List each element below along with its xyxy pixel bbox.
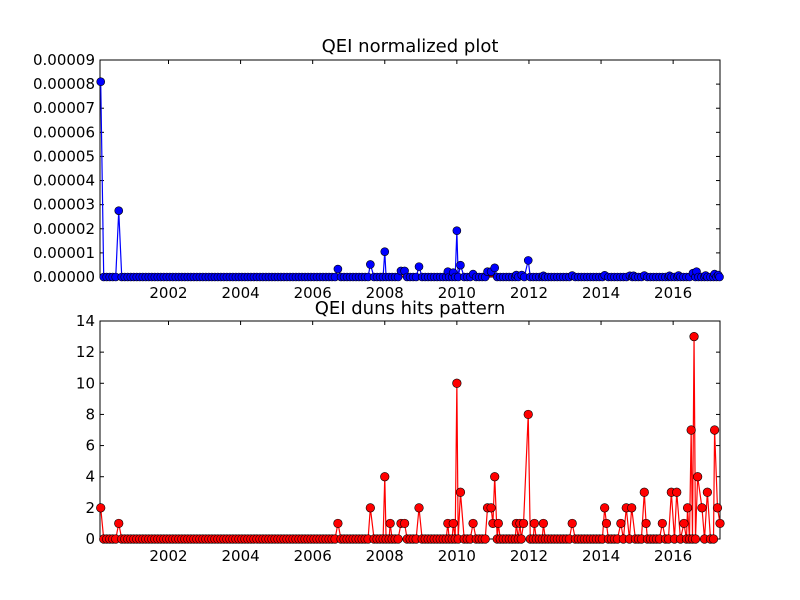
chart1-axes-frame — [99, 59, 721, 278]
chart1-y-tick-label: 0.00002 — [33, 220, 95, 238]
chart1-x-tick-label: 2002 — [149, 284, 187, 302]
chart2-y-tick-label: 12 — [76, 343, 95, 361]
chart2-data-point — [385, 518, 395, 529]
chart1-x-tick-label: 2006 — [294, 284, 332, 302]
chart1-title: QEI normalized plot — [322, 36, 499, 57]
chart2-data-point — [641, 518, 651, 529]
chart2-x-tick-label: 2006 — [294, 547, 332, 565]
chart2-data-point — [468, 518, 478, 529]
chart2-title: QEI duns hits pattern — [315, 298, 506, 319]
chart2-data-point — [712, 503, 723, 513]
chart1-y-tick-label: 0.00008 — [33, 75, 95, 93]
chart2-data-point — [686, 425, 696, 435]
chart1-data-point — [380, 247, 390, 256]
chart1-data-point — [366, 260, 375, 269]
chart2-data-point — [333, 518, 343, 529]
chart1-y-tick-label: 0.00000 — [33, 268, 95, 286]
chart1-data-point — [456, 260, 465, 270]
chart1-data-point — [96, 77, 106, 86]
chart2-data-point — [516, 534, 526, 544]
chart2-data-point — [715, 518, 725, 529]
chart2-data-point — [567, 518, 577, 529]
chart2-y-tick-label: 8 — [85, 405, 95, 423]
chart2-data-point — [414, 503, 424, 513]
chart2-data-point — [702, 487, 712, 497]
chart2-data-point — [600, 503, 610, 513]
chart2-data-point — [486, 503, 496, 513]
chart1-x-tick-label: 2012 — [510, 284, 548, 302]
chart2-data-point — [518, 518, 529, 529]
chart2-data-point — [657, 518, 667, 529]
chart1-y-tick-label: 0.00009 — [33, 51, 95, 69]
chart2-data-point — [672, 487, 682, 497]
chart1-x-tick-label: 2010 — [438, 284, 476, 302]
chart2-data-point — [493, 518, 503, 529]
chart2-y-tick-label: 0 — [85, 530, 95, 548]
chart1-x-tick-label: 2008 — [366, 284, 404, 302]
chart2-y-tick-label: 10 — [76, 374, 95, 392]
chart1-y-tick-label: 0.00004 — [33, 172, 95, 190]
chart2-data-point — [452, 378, 462, 388]
chart2-y-tick-label: 4 — [85, 468, 95, 486]
chart2-data-point — [709, 425, 720, 435]
chart1-y-tick-label: 0.00005 — [33, 147, 95, 165]
chart1-data-point — [523, 256, 533, 265]
chart1-x-tick-label: 2014 — [582, 284, 620, 302]
chart2-y-tick-label: 2 — [85, 499, 95, 517]
chart2-data-point — [639, 487, 649, 497]
chart2-data-point — [114, 518, 124, 529]
chart2-data-point — [616, 518, 626, 529]
chart1-data-point — [452, 226, 462, 236]
chart2-data-point — [365, 503, 375, 513]
chart2-data-point — [96, 503, 106, 513]
chart2-data-point — [682, 503, 693, 513]
chart1-y-tick-label: 0.00003 — [33, 196, 95, 214]
chart1-data-point — [414, 262, 424, 271]
chart2-data-point — [393, 534, 403, 544]
chart2-x-tick-label: 2010 — [438, 547, 476, 565]
chart2-x-tick-label: 2016 — [654, 547, 692, 565]
chart1-data-point — [114, 206, 124, 215]
chart1-y-tick-label: 0.00001 — [33, 244, 95, 262]
chart2-data-point — [399, 518, 410, 529]
chart2-data-point — [538, 518, 548, 529]
chart1-y-tick-label: 0.00006 — [33, 123, 95, 141]
chart2-data-point — [693, 472, 703, 482]
chart2-data-point — [679, 518, 689, 529]
chart2-data-point — [601, 518, 612, 529]
chart1-data-point — [715, 272, 724, 282]
chart2-x-tick-label: 2012 — [510, 547, 548, 565]
chart1-data-point — [333, 264, 343, 274]
chart1-data-point — [490, 263, 500, 273]
chart2-data-point — [529, 518, 539, 529]
chart2-data-point — [455, 487, 466, 497]
chart2-data-point — [697, 503, 707, 513]
chart2-data-point — [523, 409, 533, 420]
chart2-y-tick-label: 14 — [76, 312, 95, 330]
chart2-x-tick-label: 2004 — [221, 547, 259, 565]
chart2-data-point — [480, 534, 490, 544]
chart2-data-point — [689, 331, 699, 342]
chart2-x-tick-label: 2014 — [582, 547, 620, 565]
chart2-x-tick-label: 2002 — [149, 547, 187, 565]
chart1-y-tick-label: 0.00007 — [33, 99, 95, 117]
chart2-y-tick-label: 6 — [85, 437, 95, 455]
chart2-data-point — [448, 518, 458, 529]
chart1-series-line — [100, 81, 721, 279]
chart1-x-tick-label: 2016 — [654, 284, 692, 302]
chart2-data-point — [708, 534, 719, 544]
chart2-x-tick-label: 2008 — [366, 547, 404, 565]
chart1-x-tick-label: 2004 — [221, 284, 259, 302]
chart2-data-point — [690, 534, 701, 544]
chart2-data-point — [627, 503, 637, 513]
chart2-data-point — [490, 472, 500, 482]
chart2-data-point — [380, 472, 390, 482]
